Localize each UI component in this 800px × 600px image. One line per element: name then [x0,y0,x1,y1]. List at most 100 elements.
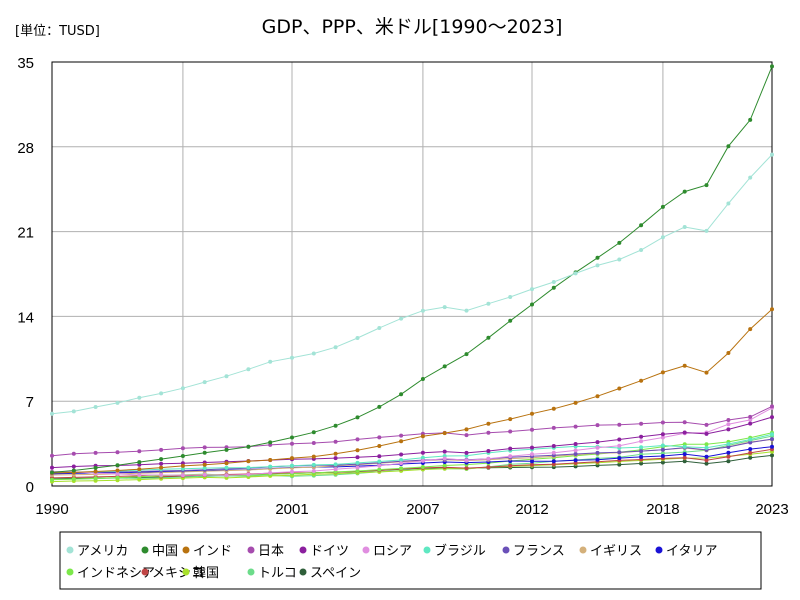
data-point [660,447,665,452]
legend-label: トルコ [258,566,297,581]
data-point [442,456,447,461]
data-point [93,465,98,470]
legend: アメリカ 中国 インド 日本 ドイツ ロシア ブラジル フランス イギリス イタリアインドネシアメ… [59,531,762,590]
series-line [51,416,773,469]
data-point [617,437,622,442]
data-point [355,465,360,470]
data-point [180,463,185,468]
x-tick-label: 2001 [275,501,308,518]
data-point [595,263,600,268]
series-line [51,308,773,474]
data-point [726,422,731,427]
data-point [50,453,54,458]
data-point [159,391,164,396]
data-point [726,201,731,206]
data-point [115,468,120,473]
data-point [530,302,534,307]
data-point [464,450,469,455]
data-point [399,458,404,462]
data-point [311,462,316,467]
data-point [573,458,578,463]
data-point [311,469,316,473]
data-point [290,355,294,360]
data-point [420,377,425,381]
data-point [704,422,709,427]
series-line [51,446,773,475]
data-point [530,462,534,467]
series-韓国 [50,449,774,484]
data-point [726,144,731,149]
data-point [551,425,556,430]
data-point [595,255,600,260]
data-point [660,432,665,437]
data-point [617,257,622,262]
data-point [639,454,644,459]
data-point [682,452,687,457]
data-point [595,423,600,428]
data-point [246,459,251,464]
data-point [639,445,644,450]
y-tick-label: 0 [26,479,34,496]
data-point [660,435,665,440]
legend-item: ロシア [362,544,412,559]
data-point [137,395,142,400]
data-point [617,422,622,427]
data-point [486,456,491,461]
series-line [51,433,773,474]
data-point [726,445,731,449]
data-point [137,473,142,477]
data-point [530,287,534,292]
series-line [51,451,773,483]
data-point [268,359,273,364]
legend-label: インド [193,544,232,559]
data-point [50,411,54,416]
data-point [333,456,338,461]
data-point [464,453,469,458]
legend-marker [655,546,663,554]
data-point [551,462,556,467]
legend-marker [182,568,190,576]
data-point [93,469,98,474]
data-point [508,463,513,468]
data-point [660,235,665,240]
data-point [311,441,316,445]
data-point [93,405,98,409]
data-point [311,430,316,435]
data-point [748,414,753,419]
data-point [399,466,404,471]
series-中国 [50,64,774,475]
data-point [726,351,731,355]
data-point [530,445,534,450]
data-point [420,308,425,313]
data-point [617,462,622,467]
data-point [748,417,753,422]
legend-label: インドネシア [77,566,155,581]
data-point [93,450,98,455]
data-point [660,454,665,458]
data-point [551,280,556,284]
data-point [770,415,774,420]
data-point [660,451,665,456]
data-point [551,406,556,411]
data-point [617,240,622,245]
series-日本 [50,404,774,458]
data-point [682,225,687,229]
data-point [115,475,120,480]
legend-label: ドイツ [310,544,349,559]
data-point [333,462,338,467]
data-point [748,437,753,442]
data-point [137,449,142,454]
data-point [486,335,491,340]
legend-item: 中国 [141,544,178,559]
legend-marker [66,546,74,554]
data-point [290,435,294,440]
data-point [290,463,294,468]
legend-label: 韓国 [193,566,219,581]
data-point [115,463,120,468]
data-point [159,465,164,470]
x-tick-label: 2023 [755,501,788,518]
data-point [442,463,447,468]
data-point [660,420,665,425]
data-point [748,450,753,455]
